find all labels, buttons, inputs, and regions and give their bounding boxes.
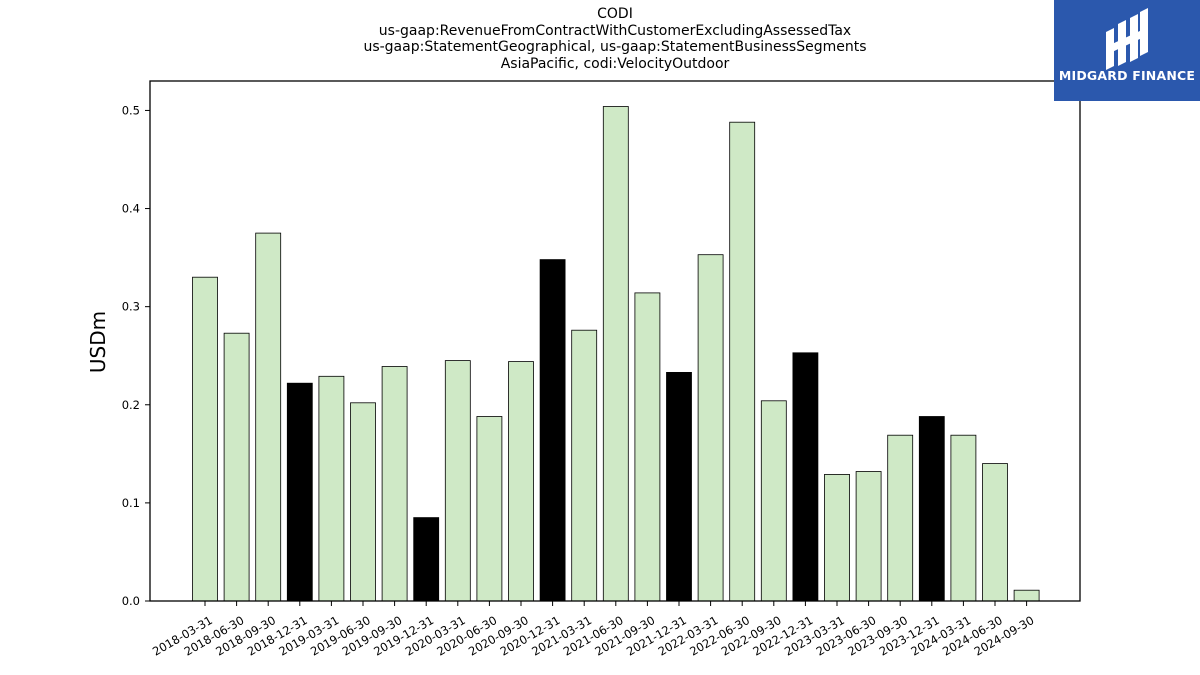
title-line-4: AsiaPacific, codi:VelocityOutdoor — [500, 55, 730, 72]
y-tick-label: 0.4 — [122, 202, 140, 216]
y-tick-label: 0.3 — [122, 300, 140, 314]
y-tick-label: 0.0 — [122, 594, 140, 608]
bar-2021-06-30 — [602, 106, 629, 602]
bar-2019-03-31 — [318, 375, 345, 602]
bar-2023-09-30 — [887, 434, 914, 602]
title-line-2: us-gaap:RevenueFromContractWithCustomerE… — [378, 22, 852, 39]
plot-frame — [149, 80, 1081, 602]
y-tick-label: 0.2 — [122, 398, 140, 412]
bar-2024-09-30 — [1013, 589, 1040, 602]
bar-2024-03-31 — [950, 434, 977, 602]
bar-2022-03-31 — [697, 254, 724, 602]
bar-2018-09-30 — [255, 232, 282, 602]
brand-logo: MIDGARD FINANCE — [1054, 0, 1200, 101]
bar-2020-09-30 — [508, 361, 534, 602]
y-tick-label: 0.5 — [122, 103, 140, 117]
y-tick-label: 0.1 — [122, 496, 140, 510]
logo-mark-icon — [1054, 0, 1200, 101]
y-axis-ticks: 0.0 0.1 0.2 0.3 0.4 0.5 — [122, 103, 150, 608]
bar-2024-06-30 — [982, 463, 1008, 602]
bar-2021-12-31 — [666, 371, 692, 602]
bar-2021-03-31 — [571, 329, 598, 602]
bar-2022-06-30 — [729, 121, 756, 602]
bar-2020-12-31 — [539, 259, 566, 602]
bar-2018-03-31 — [192, 276, 218, 602]
logo-text: MIDGARD FINANCE — [1058, 68, 1196, 83]
bar-2022-09-30 — [760, 400, 787, 602]
bar-2021-09-30 — [634, 292, 661, 602]
title-line-1: CODI — [597, 6, 633, 22]
bar-2019-12-31 — [413, 517, 440, 602]
bar-2020-06-30 — [476, 416, 503, 602]
bar-2019-09-30 — [381, 366, 408, 602]
bar-2023-03-31 — [824, 473, 850, 602]
bar-series — [192, 106, 1040, 602]
bar-2020-03-31 — [444, 360, 471, 602]
y-axis-label: USDm — [86, 310, 110, 374]
bar-2022-12-31 — [792, 352, 819, 602]
bar-2018-06-30 — [223, 332, 250, 602]
chart-title: CODI us-gaap:RevenueFromContractWithCust… — [150, 6, 1080, 72]
bar-2023-12-31 — [918, 416, 945, 602]
bar-2023-06-30 — [855, 471, 882, 602]
title-line-3: us-gaap:StatementGeographical, us-gaap:S… — [363, 39, 867, 55]
x-axis-ticks: 2018-03-312018-06-302018-09-302018-12-31… — [150, 601, 1036, 659]
bar-2019-06-30 — [350, 402, 376, 602]
bar-2018-12-31 — [286, 382, 313, 602]
